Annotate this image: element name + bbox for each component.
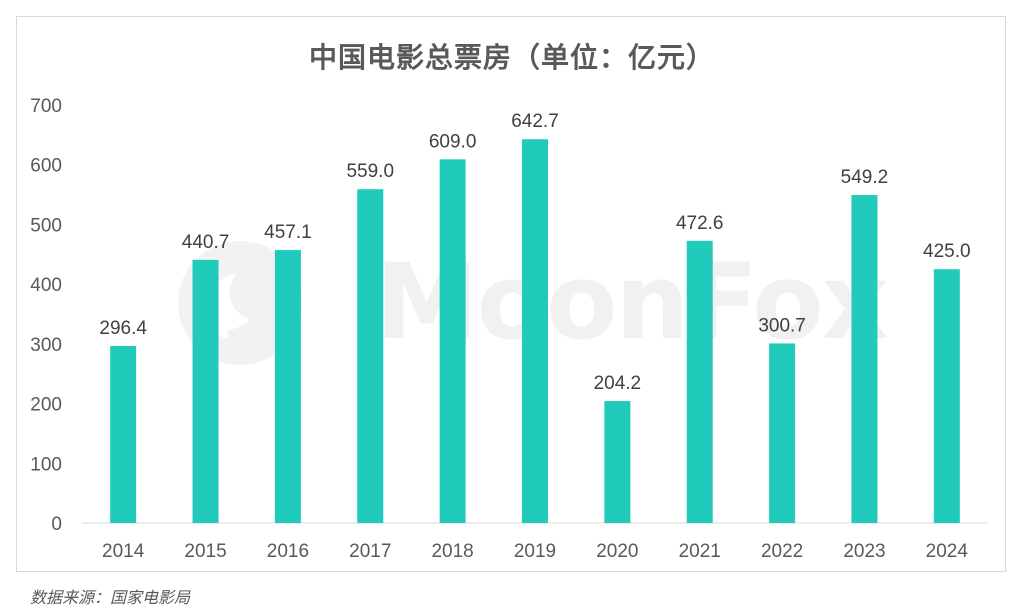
x-tick-label: 2016 (267, 541, 309, 562)
y-tick-label: 100 (30, 454, 62, 475)
x-tick-label: 2019 (514, 541, 556, 562)
bar-2018 (439, 159, 466, 523)
y-tick-label: 400 (30, 275, 62, 296)
data-label: 440.7 (182, 232, 230, 253)
data-label: 609.0 (429, 131, 477, 152)
y-tick-label: 700 (30, 96, 62, 117)
y-tick-label: 300 (30, 335, 62, 356)
bar-2016 (274, 250, 301, 523)
data-label: 300.7 (758, 315, 806, 336)
x-tick-label: 2024 (926, 541, 969, 562)
bar-2024 (933, 269, 960, 523)
bar-2015 (192, 259, 219, 523)
y-tick-label: 0 (51, 514, 62, 535)
bar-2019 (522, 139, 548, 523)
data-label: 559.0 (346, 161, 394, 182)
bar-2023 (851, 195, 878, 524)
bar-2022 (769, 343, 796, 523)
y-tick-label: 500 (30, 215, 62, 236)
data-label: 457.1 (264, 222, 312, 243)
x-tick-label: 2015 (184, 541, 226, 562)
x-tick-label: 2018 (431, 541, 473, 562)
data-source: 数据来源：国家电影局 (30, 588, 191, 607)
x-tick-label: 2021 (679, 541, 721, 562)
x-tick-label: 2023 (843, 541, 885, 562)
data-label: 204.2 (594, 373, 642, 394)
data-label: 296.4 (99, 318, 147, 339)
bar-2017 (357, 189, 384, 523)
bar-2021 (686, 240, 713, 523)
bar-2020 (604, 401, 631, 523)
x-tick-label: 2022 (761, 541, 803, 562)
data-label: 472.6 (676, 213, 724, 234)
data-label: 425.0 (923, 241, 971, 262)
x-tick-label: 2014 (102, 541, 145, 562)
data-label: 549.2 (841, 167, 889, 188)
y-tick-label: 600 (30, 156, 62, 177)
x-tick-label: 2020 (596, 541, 638, 562)
y-tick-label: 200 (30, 395, 62, 416)
x-tick-label: 2017 (349, 541, 391, 562)
bar-2014 (110, 346, 137, 523)
data-label: 642.7 (511, 111, 559, 132)
chart-title: 中国电影总票房（单位：亿元） (308, 41, 715, 74)
